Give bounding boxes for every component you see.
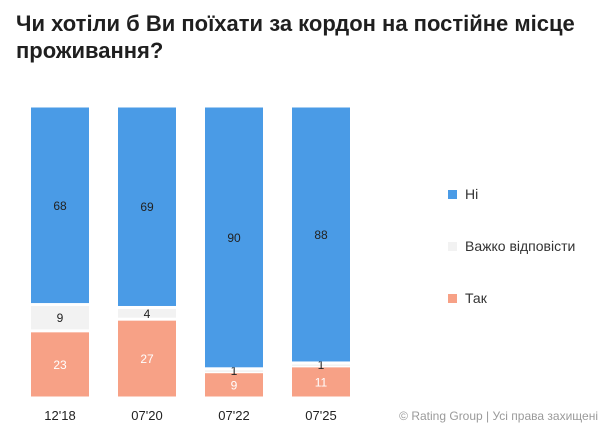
chart-title: Чи хотіли б Ви поїхати за кордон на пост… (16, 11, 575, 63)
data-label-vazhko-1: 4 (144, 307, 151, 321)
data-label-ni-0: 68 (53, 199, 67, 213)
data-label-tak-1: 27 (140, 352, 154, 366)
data-label-tak-0: 23 (53, 358, 67, 372)
bar-segment-ni-1 (118, 107, 176, 306)
legend-label-ni: Ні (465, 186, 479, 202)
data-label-vazhko-3: 1 (318, 358, 325, 372)
x-tick-label-3: 07'25 (305, 408, 336, 423)
data-label-ni-3: 88 (314, 228, 328, 242)
legend-item-tak: Так (448, 290, 487, 306)
bar-segment-vazhko-1 (118, 308, 176, 318)
legend-swatch-vazhko (448, 241, 457, 251)
bar-segment-vazhko-3 (292, 364, 350, 366)
legend-label-vazhko: Важко відповісти (465, 238, 576, 254)
bar-segment-vazhko-0 (31, 306, 89, 330)
bar-segment-vazhko-2 (205, 370, 263, 372)
data-label-tak-3: 11 (315, 375, 328, 389)
bar-segment-tak-1 (118, 320, 176, 397)
bar-segment-tak-3 (292, 367, 350, 397)
legend-swatch-ni (448, 189, 457, 199)
bar-segment-ni-3 (292, 107, 350, 362)
bar-segment-tak-2 (205, 373, 263, 397)
copyright-notice: © Rating Group | Усі права захищені (399, 409, 598, 423)
legend-item-vazhko: Важко відповісти (448, 238, 575, 254)
data-label-ni-2: 90 (227, 231, 241, 245)
data-label-vazhko-2: 1 (231, 364, 238, 378)
legend-item-ni: Ні (448, 186, 478, 202)
x-tick-label-0: 12'18 (44, 408, 75, 423)
bar-segment-ni-0 (31, 107, 89, 304)
bar-segment-ni-2 (205, 107, 263, 368)
x-tick-label-1: 07'20 (131, 408, 162, 423)
data-label-vazhko-0: 9 (57, 311, 64, 325)
x-tick-label-2: 07'22 (218, 408, 249, 423)
legend-label-tak: Так (465, 290, 487, 306)
data-label-ni-1: 69 (140, 200, 154, 214)
bar-segment-tak-0 (31, 332, 89, 397)
legend-swatch-tak (448, 293, 457, 303)
data-label-tak-2: 9 (231, 378, 238, 392)
